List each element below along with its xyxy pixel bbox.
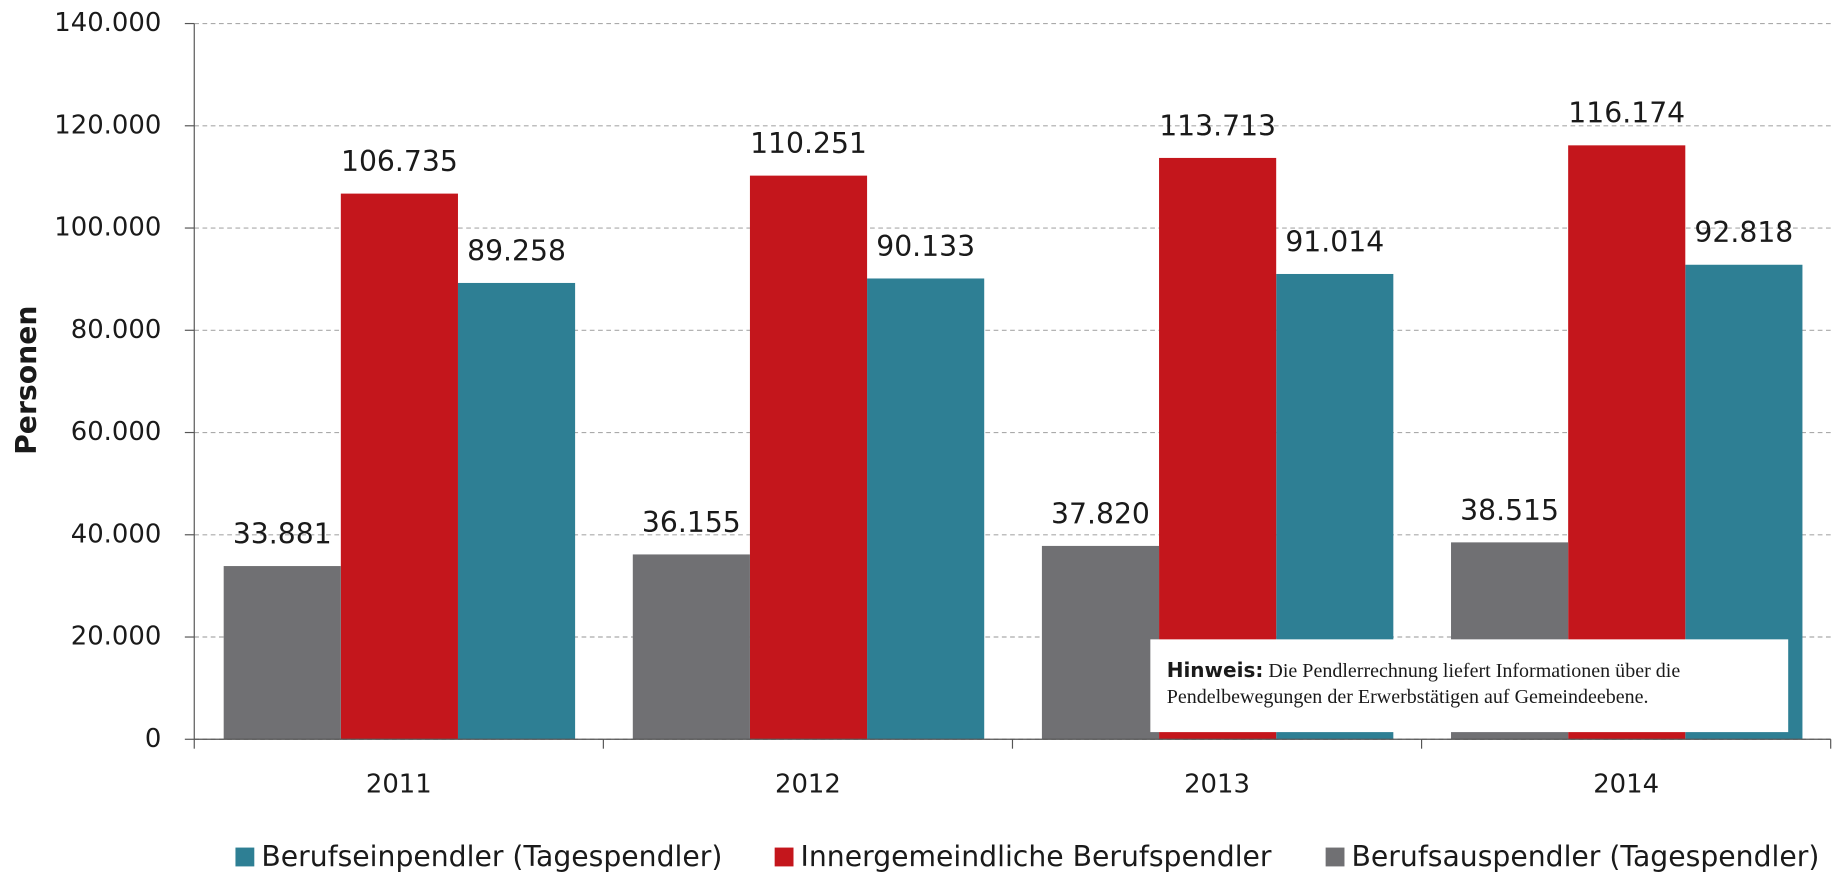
value-label: 37.820 [1051, 497, 1150, 530]
value-label: 38.515 [1460, 494, 1559, 527]
y-tick-label: 60.000 [71, 417, 162, 447]
bar [632, 554, 750, 740]
value-label: 91.014 [1285, 225, 1384, 258]
x-tick-label: 2014 [1593, 770, 1659, 800]
y-axis-label: Personen [10, 306, 43, 455]
y-tick-label: 100.000 [54, 213, 161, 243]
x-tick-label: 2012 [775, 770, 841, 800]
bar [340, 193, 458, 740]
value-label: 92.818 [1694, 216, 1793, 249]
bar [223, 566, 341, 740]
y-tick-label: 40.000 [71, 519, 162, 549]
value-label: 116.174 [1568, 97, 1685, 130]
bar [457, 282, 576, 740]
note-label: Hinweis: [1166, 659, 1264, 683]
value-label: 106.735 [341, 145, 458, 178]
legend-label: Berufsauspendler (Tagespendler) [1352, 840, 1820, 873]
legend-label: Innergemeindliche Berufspendler [801, 840, 1272, 873]
x-tick-label: 2013 [1184, 770, 1250, 800]
note: Hinweis: Die Pendlerrechnung liefert Inf… [1150, 639, 1789, 733]
legend-swatch [1325, 847, 1345, 867]
legend-swatch [235, 847, 255, 867]
value-label: 113.713 [1159, 109, 1276, 142]
bar [867, 278, 985, 740]
y-tick-label: 0 [145, 724, 161, 754]
bar [749, 175, 868, 740]
y-tick-label: 20.000 [71, 622, 162, 652]
y-tick-label: 80.000 [71, 315, 162, 345]
value-label: 110.251 [750, 127, 867, 160]
bar [1041, 545, 1160, 740]
legend-swatch [774, 847, 794, 867]
value-label: 90.133 [876, 230, 975, 263]
note-box: Hinweis: Die Pendlerrechnung liefert Inf… [1150, 639, 1789, 733]
y-tick-label: 120.000 [54, 110, 161, 140]
note-text: Die Pendlerrechnung liefert Informatione… [1166, 659, 1681, 708]
value-label: 36.155 [642, 506, 741, 539]
x-tick-label: 2011 [366, 770, 432, 800]
value-label: 89.258 [467, 234, 566, 267]
value-label: 33.881 [233, 517, 332, 550]
y-tick-label: 140.000 [54, 8, 161, 38]
legend-label: Berufseinpendler (Tagespendler) [261, 840, 722, 873]
